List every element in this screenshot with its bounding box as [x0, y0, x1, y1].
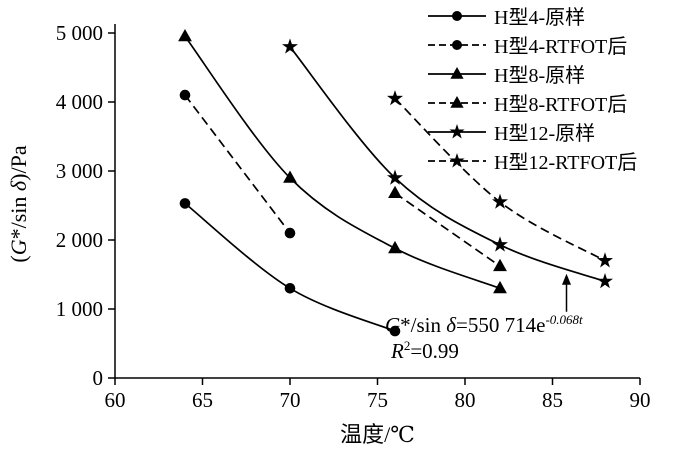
svg-text:90: 90 — [630, 388, 651, 412]
svg-text:5 000: 5 000 — [56, 21, 103, 45]
legend-item-label: H型4-RTFOT后 — [494, 36, 628, 58]
r-exponent: 2 — [403, 338, 411, 354]
svg-text:0: 0 — [93, 366, 104, 390]
r-squared-text: R2=0.99 — [385, 338, 583, 364]
legend-line-marker-sample — [428, 10, 486, 21]
ylabel-fragment: */sin — [6, 191, 31, 240]
legend: H型4-原样 H型4-RTFOT后 H型8-原样 H型8-RTFOT后 H型12… — [427, 1, 637, 175]
ylabel-fragment: G — [6, 239, 31, 256]
legend-item-h12-rtfot: H型12-RTFOT后 — [427, 146, 637, 175]
svg-text:2 000: 2 000 — [56, 228, 103, 252]
equation-exponent: -0.068t — [545, 312, 583, 327]
x-axis-label: 温度/℃ — [340, 422, 415, 447]
y-axis-label: (G*/sin δ)/Pa — [6, 30, 32, 378]
legend-item-label: H型12-原样 — [494, 123, 596, 145]
svg-text:85: 85 — [542, 388, 563, 412]
svg-text:1 000: 1 000 — [56, 297, 103, 321]
legend-item-label: H型8-原样 — [494, 65, 586, 87]
svg-text:65: 65 — [192, 388, 213, 412]
legend-item-h4-original: H型4-原样 — [427, 1, 637, 30]
regression-equation: G*/sin δ=550 714e-0.068t — [385, 312, 583, 338]
svg-text:4 000: 4 000 — [56, 90, 103, 114]
legend-item-h8-rtfot: H型8-RTFOT后 — [427, 88, 637, 117]
ylabel-fragment: )/Pa — [6, 145, 31, 181]
legend-item-label: H型8-RTFOT后 — [494, 94, 628, 116]
legend-item-h8-original: H型8-原样 — [427, 59, 637, 88]
r-value: =0.99 — [410, 339, 459, 364]
svg-text:60: 60 — [105, 388, 126, 412]
legend-item-label: H型12-RTFOT后 — [494, 152, 638, 174]
svg-text:75: 75 — [367, 388, 388, 412]
equation-fragment: G — [385, 313, 401, 337]
ylabel-fragment: ( — [6, 255, 31, 263]
svg-text:70: 70 — [280, 388, 301, 412]
equation-fragment: */sin — [400, 313, 447, 337]
legend-item-h12-original: H型12-原样 — [427, 117, 637, 146]
legend-item-h4-rtfot: H型4-RTFOT后 — [427, 30, 637, 59]
r-symbol: R — [391, 339, 404, 364]
legend-line-marker-sample — [428, 152, 486, 167]
legend-line-marker-sample — [428, 123, 486, 138]
legend-line-marker-sample — [428, 95, 486, 108]
equation-fragment: =550 714e — [456, 313, 546, 337]
equation-fragment: δ — [446, 313, 457, 337]
legend-line-marker-sample — [428, 39, 486, 50]
legend-item-label: H型4-原样 — [494, 7, 586, 29]
regression-annotation: G*/sin δ=550 714e-0.068t R2=0.99 — [385, 312, 583, 365]
legend-line-marker-sample — [428, 66, 486, 79]
svg-text:3 000: 3 000 — [56, 159, 103, 183]
svg-text:80: 80 — [455, 388, 476, 412]
ylabel-fragment: δ — [6, 180, 31, 192]
